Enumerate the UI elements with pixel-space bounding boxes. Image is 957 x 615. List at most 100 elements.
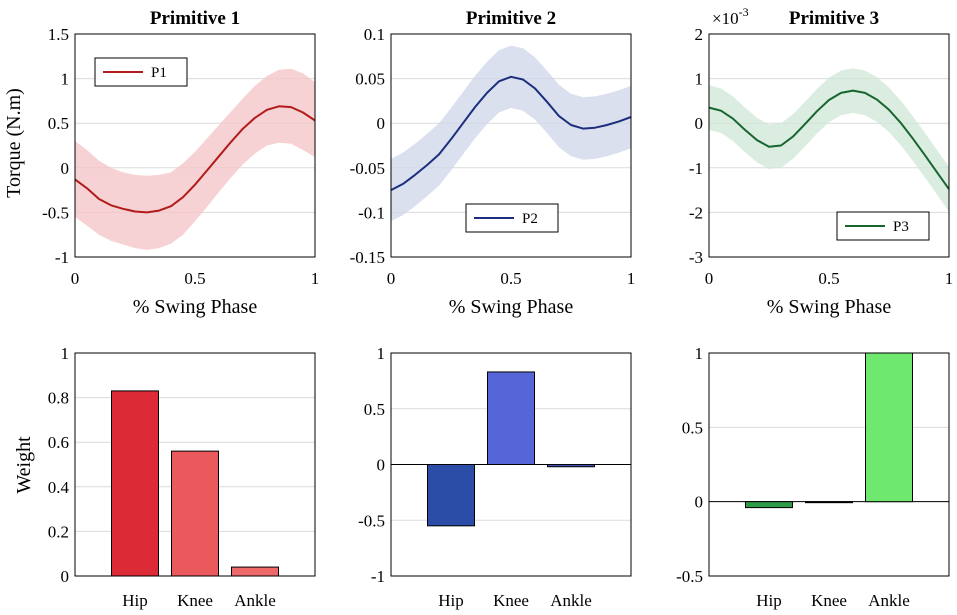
y-tick-label: -1: [371, 567, 385, 586]
y-tick-label: 1: [61, 344, 70, 363]
legend-label: P2: [522, 211, 538, 227]
x-tick-label: Hip: [756, 591, 782, 610]
legend-label: P1: [151, 65, 167, 81]
plot-area-primitive-3: -3 -2 -1 0 1 2 0 0.5 1 P3: [689, 25, 953, 288]
y-tick-label: 0.4: [48, 478, 70, 497]
x-tick-label: 1: [627, 269, 636, 288]
axes-frame: [74, 33, 316, 258]
axes-frame: [390, 352, 632, 577]
x-tick-label: Knee: [811, 591, 847, 610]
confidence-band: [391, 45, 631, 222]
x-tick-label: 1: [945, 269, 954, 288]
panel-primitive-3: ×10-3 Primitive 3 % Swing Phase -3 -2 -1 0 1…: [689, 5, 953, 318]
x-axis-label: % Swing Phase: [767, 296, 892, 318]
confidence-band: [709, 68, 949, 212]
y-tick-label: 0.5: [48, 114, 69, 133]
panel-weights-3: -0.5 0 0.5 1 Hip Knee Ankle: [676, 344, 950, 610]
bar-knee: [171, 450, 219, 577]
y-axis-label: Torque (N.m): [3, 88, 25, 198]
plot-area-primitive-2: -0.15 -0.1 -0.05 0 0.05 0.1 0 0.5 1 P2: [350, 25, 636, 288]
bar-hip: [111, 390, 159, 577]
plot-area-weights-3: -0.5 0 0.5 1 Hip Knee Ankle: [676, 344, 950, 610]
y-tick-label: 0: [61, 567, 70, 586]
plot-area-primitive-1: -1 -0.5 0 0.5 1 1.5 0 0.5 1 P1: [42, 25, 319, 288]
x-tick-label: Hip: [438, 591, 464, 610]
axes-frame: [708, 352, 950, 577]
x-tick-label: 0.5: [500, 269, 521, 288]
y-tick-label: 0.05: [355, 70, 385, 89]
panel-primitive-1: Primitive 1 Torque (N.m) % Swing Phase -…: [3, 8, 319, 318]
y-tick-label: -0.5: [676, 567, 703, 586]
x-tick-label: 1: [311, 269, 320, 288]
x-tick-label: Hip: [122, 591, 148, 610]
y-tick-label: 0: [61, 159, 70, 178]
chart-title: Primitive 2: [466, 8, 556, 29]
y-tick-label: -0.05: [350, 159, 385, 178]
plot-area-weights-2: -1 -0.5 0 0.5 1 Hip Knee Ankle: [358, 344, 632, 610]
y-tick-label: -0.5: [42, 203, 69, 222]
x-tick-label: Ankle: [550, 591, 592, 610]
y-tick-label: 0: [377, 114, 386, 133]
panel-weights-2: -1 -0.5 0 0.5 1 Hip Knee Ankle: [358, 344, 632, 610]
plot-area-weights-1: 0 0.2 0.4 0.6 0.8 1 Hip Knee Ankle: [48, 344, 316, 610]
x-tick-label: Knee: [493, 591, 529, 610]
y-tick-label: -3: [689, 248, 703, 267]
bar-knee: [487, 371, 535, 465]
y-tick-label: 1.5: [48, 25, 69, 44]
x-tick-label: Ankle: [234, 591, 276, 610]
panel-primitive-2: Primitive 2 % Swing Phase -0.15 -0.1 -0.05…: [350, 8, 636, 318]
series-line-p2: [390, 75, 632, 191]
y-tick-label: 0: [695, 114, 704, 133]
chart-title: Primitive 1: [150, 8, 240, 29]
confidence-band: [75, 68, 315, 250]
x-axis-label: % Swing Phase: [449, 296, 574, 318]
y-tick-label: 2: [695, 25, 704, 44]
y-tick-label: 1: [377, 344, 386, 363]
y-tick-label: 1: [61, 70, 70, 89]
y-tick-label: -0.15: [350, 248, 385, 267]
y-tick-label: -1: [55, 248, 69, 267]
x-tick-label: 0: [387, 269, 396, 288]
legend: P3: [836, 211, 930, 241]
x-tick-label: 0.5: [818, 269, 839, 288]
bar-hip: [745, 501, 793, 509]
bar-ankle: [231, 566, 279, 577]
y-tick-label: 0.6: [48, 433, 69, 452]
x-tick-label: 0: [705, 269, 714, 288]
y-tick-label: -0.5: [358, 511, 385, 530]
x-tick-label: 0: [71, 269, 80, 288]
chart-title: Primitive 3: [789, 8, 879, 29]
y-axis-label: Weight: [13, 436, 35, 494]
y-tick-label: 0.8: [48, 389, 69, 408]
x-tick-label: Ankle: [868, 591, 910, 610]
series-line-p3: [708, 89, 950, 190]
x-tick-label: 0.5: [184, 269, 205, 288]
axis-scale-multiplier: ×10-3: [712, 5, 749, 28]
y-tick-label: 0: [695, 493, 704, 512]
legend: P1: [94, 57, 188, 87]
y-tick-label: 0.5: [364, 400, 385, 419]
axes-frame: [74, 352, 316, 577]
y-tick-label: -0.1: [358, 203, 385, 222]
y-tick-label: 1: [695, 70, 704, 89]
legend: P2: [465, 203, 559, 233]
bar-hip: [427, 464, 475, 527]
legend-label: P3: [893, 219, 909, 235]
bar-ankle: [865, 352, 913, 503]
x-tick-label: Knee: [177, 591, 213, 610]
axes-frame: [390, 33, 632, 258]
y-tick-label: 0.2: [48, 522, 69, 541]
x-axis-label: % Swing Phase: [133, 296, 258, 318]
axes-frame: [708, 33, 950, 258]
bar-knee: [805, 501, 853, 504]
y-tick-label: -1: [689, 159, 703, 178]
y-tick-label: 1: [695, 344, 704, 363]
y-tick-label: 0.5: [682, 418, 703, 437]
y-tick-label: 0: [377, 456, 386, 475]
y-tick-label: -2: [689, 203, 703, 222]
panel-weights-1: Weight 0 0.2 0.4 0.6 0.8 1 Hip Knee Ankle: [13, 344, 316, 610]
y-tick-label: 0.1: [364, 25, 385, 44]
bar-ankle: [547, 464, 595, 468]
series-line-p1: [74, 105, 316, 214]
